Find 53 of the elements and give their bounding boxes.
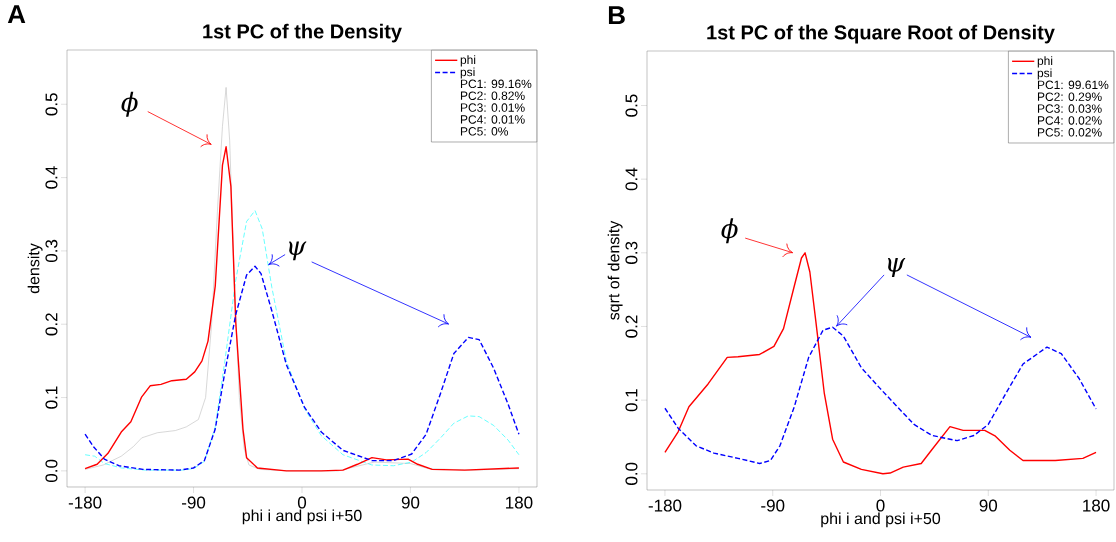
annotation: PC4: 0.01% <box>460 115 525 124</box>
chart-title: 1st PC of the Density <box>203 23 402 43</box>
legend-label: phi <box>460 55 476 67</box>
y-tick-label: 0.0 <box>625 462 638 485</box>
annotation: ψ <box>289 241 307 261</box>
y-tick-label: 0.2 <box>45 313 58 336</box>
x-tick-label: -90 <box>761 499 785 512</box>
annotation: PC5: 0% <box>460 127 509 136</box>
x-tick-label: 90 <box>401 496 420 509</box>
annotation: PC3: 0.03% <box>1037 104 1102 113</box>
y-tick-label: 0.0 <box>45 459 58 483</box>
annotation: PC2: 0.29% <box>1037 92 1102 101</box>
line-series <box>84 146 520 472</box>
y-tick-label: 0.1 <box>625 389 638 412</box>
y-tick-label: 0.4 <box>625 167 638 191</box>
annotation: PC1: 99.16% <box>460 79 532 89</box>
x-tick-label: 90 <box>979 499 998 512</box>
line-series <box>664 252 1097 475</box>
y-tick-label: 0.2 <box>625 315 638 338</box>
y-tick-label: 0.1 <box>45 386 58 409</box>
chart-title: 1st PC of the Square Root of Density <box>707 24 1055 44</box>
y-axis-title: sqrt of density <box>607 220 623 320</box>
y-tick-label: 0.3 <box>45 239 58 263</box>
legend-label: psi <box>1037 68 1052 80</box>
annotation: PC2: 0.82% <box>460 91 525 100</box>
annotation: PC4: 0.02% <box>1037 116 1102 125</box>
legend-label: psi <box>460 67 475 79</box>
line-series <box>84 210 520 471</box>
x-tick-label: 0 <box>297 496 307 509</box>
x-tick-label: 180 <box>506 496 533 509</box>
x-tick-label: -90 <box>182 496 206 509</box>
annotation: PC1: 99.61% <box>1037 80 1109 90</box>
y-tick-label: 0.5 <box>625 94 638 117</box>
x-tick-label: -180 <box>68 496 102 509</box>
x-tick-label: -180 <box>648 499 682 512</box>
annotation: ψ <box>888 258 906 278</box>
annotation: ϕ <box>121 91 138 117</box>
x-tick-label: 180 <box>1083 499 1110 512</box>
text: A <box>7 5 26 24</box>
y-tick-label: 0.4 <box>45 166 58 189</box>
y-tick-label: 0.5 <box>45 93 58 116</box>
annotation: ϕ <box>721 218 738 244</box>
text: B <box>608 6 625 25</box>
legend-label: phi <box>1037 56 1053 68</box>
x-tick-label: 0 <box>876 499 885 512</box>
y-axis-title: density <box>27 243 43 294</box>
x-axis-title: phi i and psi i+50 <box>242 509 362 525</box>
x-axis-title: phi i and psi i+50 <box>821 512 941 528</box>
annotation: PC3: 0.01% <box>460 103 525 112</box>
line-series <box>664 326 1097 465</box>
line-series <box>84 265 520 471</box>
annotation: PC5: 0.02% <box>1037 128 1102 137</box>
y-tick-label: 0.3 <box>625 241 638 264</box>
